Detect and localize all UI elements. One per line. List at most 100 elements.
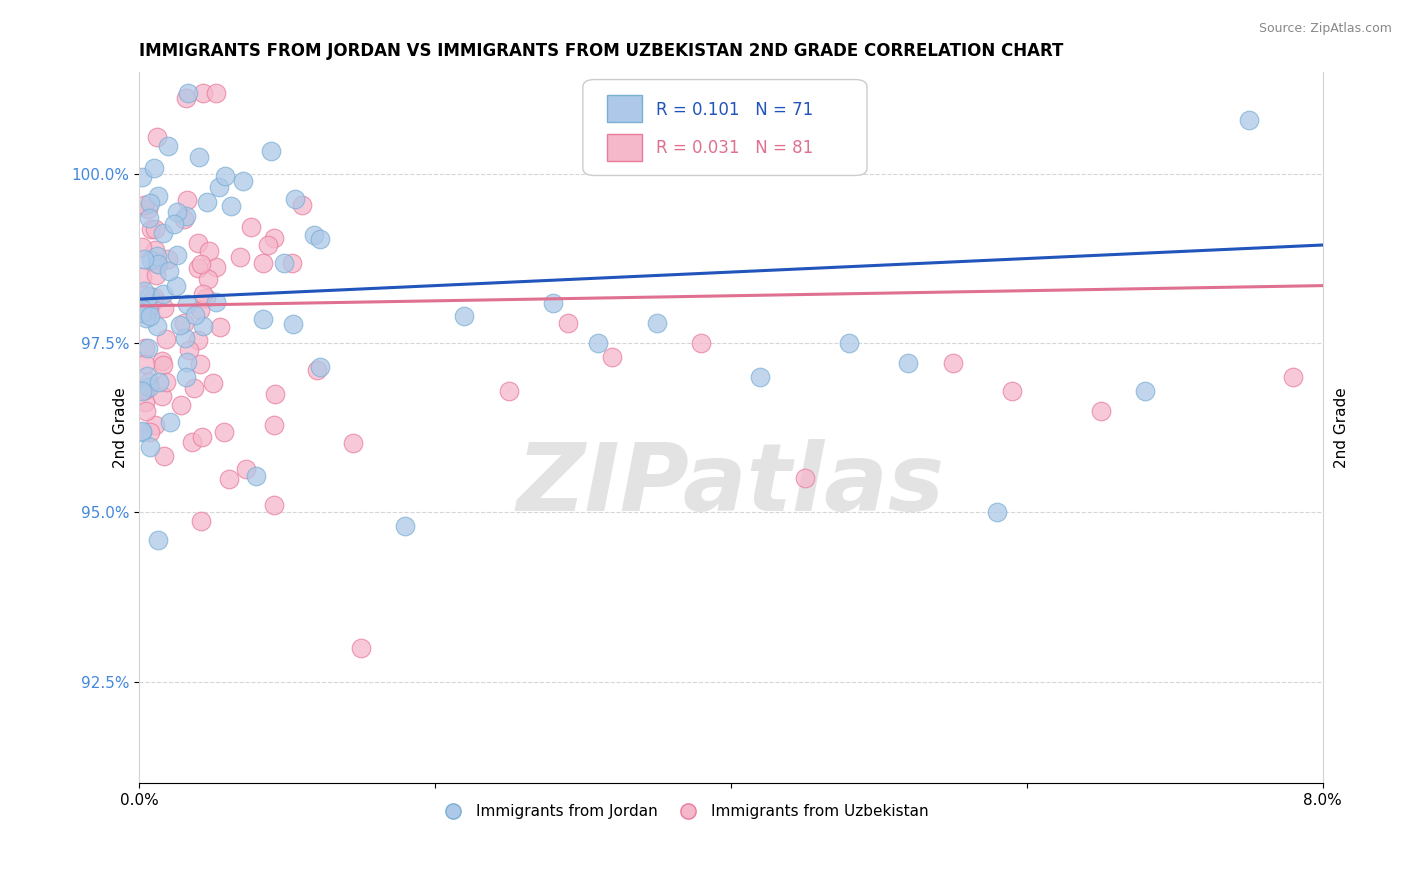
FancyBboxPatch shape [583,79,868,176]
Point [139,425,162,439]
Point [138,375,160,389]
Point [150,354,173,368]
Point [146,257,169,271]
Text: R = 0.031   N = 81: R = 0.031 N = 81 [657,139,814,158]
Point [138,380,160,394]
Point [148,376,170,390]
Point [194,291,217,305]
Y-axis label: 2nd Grade: 2nd Grade [1334,387,1348,468]
Point [173,211,195,226]
Point [139,440,162,454]
Point [986,505,1008,519]
Point [191,318,214,333]
Point [190,257,212,271]
Point [498,384,520,398]
Point [284,192,307,206]
Point [159,415,181,429]
Point [302,227,325,242]
Point [134,395,156,409]
Point [187,260,209,275]
Bar [606,95,643,122]
Point [897,356,920,370]
Point [176,194,198,208]
Point [134,383,156,397]
Point [143,243,166,257]
Point [176,355,198,369]
Point [166,248,188,262]
Point [131,424,153,438]
Text: ZIPatlas: ZIPatlas [517,439,945,531]
Point [153,301,176,315]
Point [204,86,226,100]
Point [143,161,166,175]
Point [645,316,668,330]
Point [191,430,214,444]
Point [155,375,177,389]
Point [264,386,287,401]
Point [134,357,156,371]
Point [394,519,416,533]
Point [586,336,609,351]
Point [138,289,160,303]
Point [257,238,280,252]
Point [1237,112,1260,127]
Point [207,180,229,194]
Point [141,222,163,236]
Point [263,417,285,432]
Point [187,333,209,347]
Point [157,264,180,278]
Point [174,209,197,223]
Point [170,399,193,413]
Text: R = 0.101   N = 71: R = 0.101 N = 71 [657,101,814,120]
Point [205,260,228,274]
Point [177,86,200,100]
Point [193,286,215,301]
Point [136,341,159,355]
Point [263,498,285,512]
Point [131,269,153,284]
Point [260,144,283,158]
Point [155,332,177,346]
Point [1133,384,1156,398]
Point [165,278,187,293]
Point [245,469,267,483]
Point [136,202,159,216]
Point [138,211,160,226]
Point [183,381,205,395]
Point [232,174,254,188]
Point [187,150,209,164]
Point [197,244,219,259]
Point [188,302,211,317]
Point [749,370,772,384]
Text: Source: ZipAtlas.com: Source: ZipAtlas.com [1258,22,1392,36]
Point [143,293,166,308]
Point [131,287,153,301]
Point [221,199,243,213]
Point [793,471,815,485]
Point [131,170,153,185]
Point [214,169,236,183]
Point [453,309,475,323]
Point [176,297,198,311]
Point [942,356,965,370]
Point [177,343,200,357]
Point [152,286,174,301]
Point [201,376,224,390]
Point [174,331,197,345]
Point [150,389,173,403]
Point [188,357,211,371]
Point [252,256,274,270]
Point [131,384,153,398]
Y-axis label: 2nd Grade: 2nd Grade [112,387,128,468]
Point [184,308,207,322]
Point [131,425,153,439]
Point [557,316,579,330]
Point [169,318,191,332]
Point [148,533,170,547]
Point [139,196,162,211]
Point [228,251,250,265]
Point [1090,404,1112,418]
Point [305,363,328,377]
Point [134,252,156,266]
Point [134,341,156,355]
